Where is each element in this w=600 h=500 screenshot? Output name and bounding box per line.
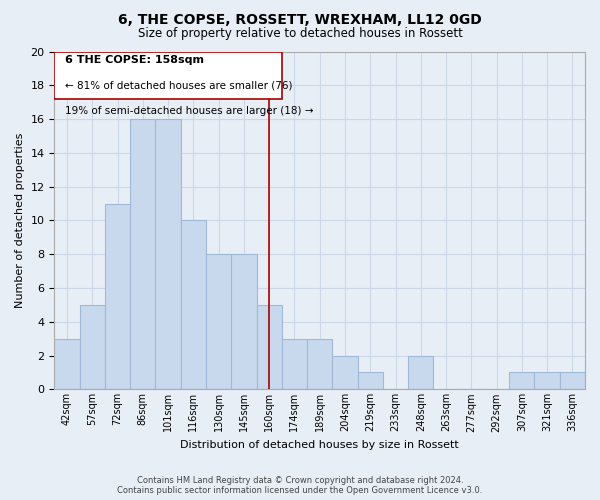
- Y-axis label: Number of detached properties: Number of detached properties: [15, 133, 25, 308]
- Bar: [105, 204, 130, 390]
- Bar: [509, 372, 535, 390]
- Text: Size of property relative to detached houses in Rossett: Size of property relative to detached ho…: [137, 28, 463, 40]
- Bar: [282, 338, 307, 390]
- Bar: [80, 305, 105, 390]
- Text: 6 THE COPSE: 158sqm: 6 THE COPSE: 158sqm: [65, 55, 204, 65]
- Text: 19% of semi-detached houses are larger (18) →: 19% of semi-detached houses are larger (…: [65, 106, 314, 116]
- Bar: [257, 305, 282, 390]
- Bar: [181, 220, 206, 390]
- Bar: [55, 338, 80, 390]
- Bar: [231, 254, 257, 390]
- X-axis label: Distribution of detached houses by size in Rossett: Distribution of detached houses by size …: [181, 440, 459, 450]
- Text: Contains HM Land Registry data © Crown copyright and database right 2024.
Contai: Contains HM Land Registry data © Crown c…: [118, 476, 482, 495]
- Bar: [560, 372, 585, 390]
- Bar: [130, 119, 155, 390]
- Text: ← 81% of detached houses are smaller (76): ← 81% of detached houses are smaller (76…: [65, 80, 293, 90]
- Bar: [535, 372, 560, 390]
- FancyBboxPatch shape: [55, 52, 282, 99]
- Bar: [358, 372, 383, 390]
- Bar: [332, 356, 358, 390]
- Bar: [408, 356, 433, 390]
- Bar: [155, 119, 181, 390]
- Bar: [206, 254, 231, 390]
- Bar: [307, 338, 332, 390]
- Text: 6, THE COPSE, ROSSETT, WREXHAM, LL12 0GD: 6, THE COPSE, ROSSETT, WREXHAM, LL12 0GD: [118, 12, 482, 26]
